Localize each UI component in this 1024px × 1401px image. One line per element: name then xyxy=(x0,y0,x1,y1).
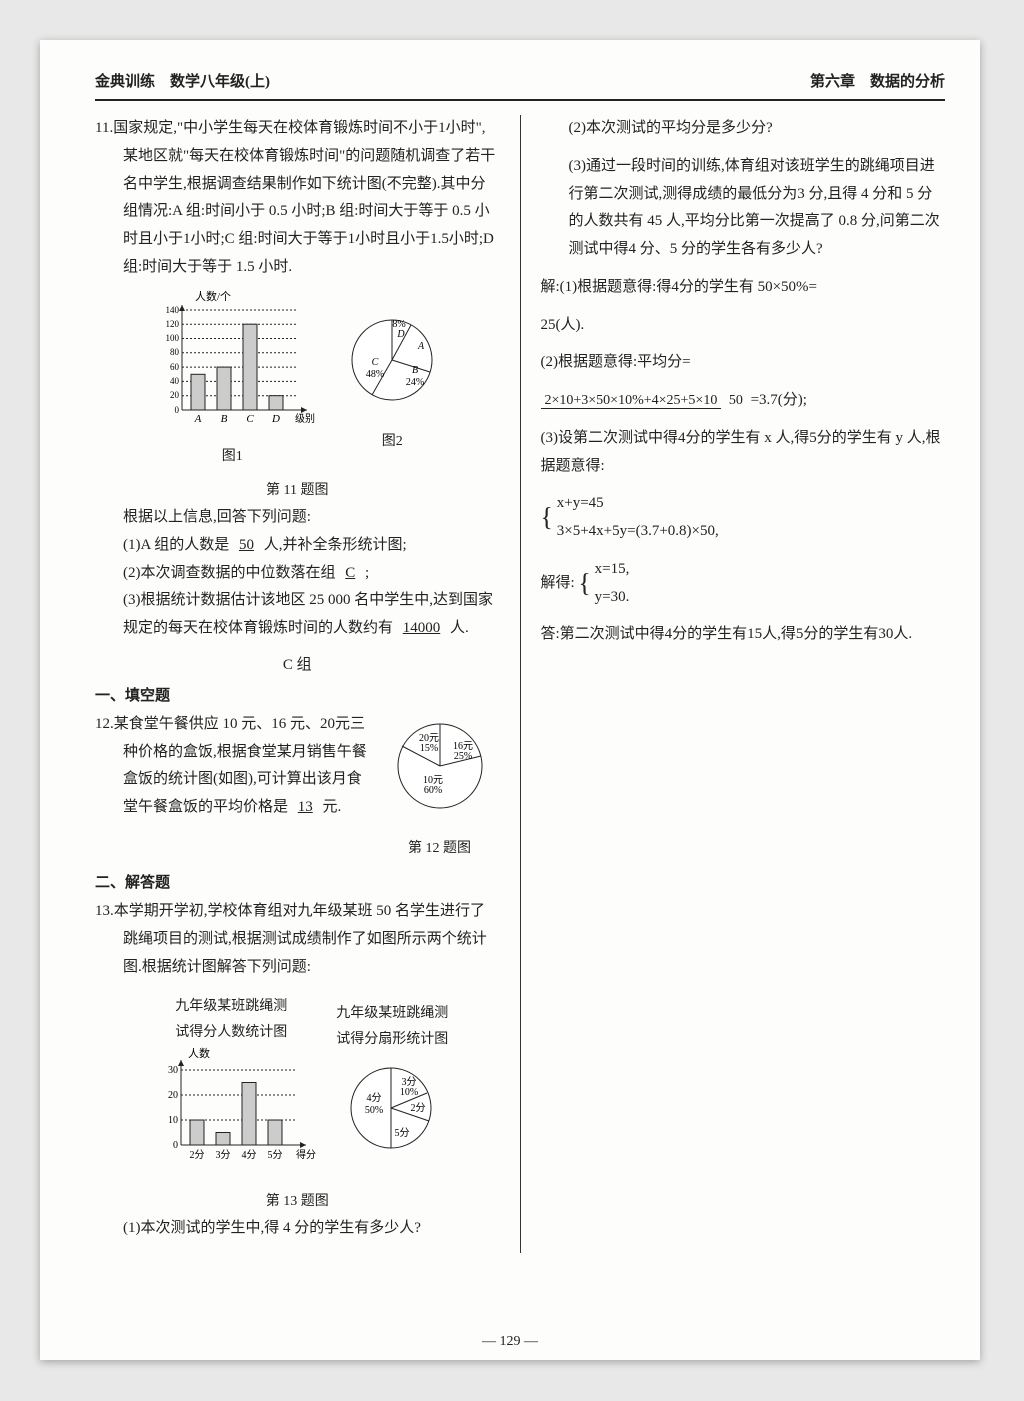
q11-ans2: C xyxy=(339,565,361,581)
q13-sub1: (1)本次测试的学生中,得 4 分的学生有多少人? xyxy=(95,1215,500,1243)
svg-text:2分: 2分 xyxy=(411,1102,426,1114)
q13-pie-chart: 九年级某班跳绳测 试得分扇形统计图 4分50% 3分10% 2分 xyxy=(336,997,448,1174)
svg-text:人数: 人数 xyxy=(188,1047,210,1060)
pie-chart-svg: 8% D A B 24% C 48% xyxy=(337,305,447,415)
svg-text:D: D xyxy=(271,413,280,425)
question-13: 13.本学期开学初,学校体育组对九年级某班 50 名学生进行了跳绳项目的测试,根… xyxy=(95,898,500,1242)
svg-text:0: 0 xyxy=(175,405,180,415)
svg-text:25%: 25% xyxy=(453,751,471,762)
q11-sub1: (1)A 组的人数是 50 人,并补全条形统计图; xyxy=(95,532,500,560)
sol2a: (2)根据题意得:平均分= xyxy=(541,349,946,377)
group-c-heading: C 组 xyxy=(95,653,500,674)
sol1b: 25(人). xyxy=(541,312,946,340)
two-column-layout: 11.国家规定,"中小学生每天在校体育锻炼时间不小于1小时",某地区就"每天在校… xyxy=(95,115,945,1253)
svg-text:C: C xyxy=(247,413,255,425)
svg-text:人数/个: 人数/个 xyxy=(195,290,231,303)
question-12: 12.某食堂午餐供应 10 元、16 元、20元三种价格的盒饭,根据食堂某月销售… xyxy=(95,711,500,862)
svg-text:A: A xyxy=(194,413,202,425)
q11-pie-caption: 图2 xyxy=(337,429,447,455)
fraction: 2×10+3×50×10%+4×25+5×10 50 xyxy=(541,388,747,414)
header-right: 第六章 数据的分析 xyxy=(810,70,945,91)
svg-text:20: 20 xyxy=(168,1090,178,1101)
r-p3: (3)通过一段时间的训练,体育组对该班学生的跳绳项目进行第二次测试,测得成绩的最… xyxy=(541,153,946,264)
svg-text:C: C xyxy=(372,357,379,368)
svg-text:2分: 2分 xyxy=(190,1149,205,1161)
svg-text:48%: 48% xyxy=(366,369,384,380)
system1: { x+y=45 3×5+4x+5y=(3.7+0.8)×50, xyxy=(541,490,946,546)
q11-number: 11. xyxy=(95,120,113,136)
q12-number: 12. xyxy=(95,716,114,732)
question-11: 11.国家规定,"中小学生每天在校体育锻炼时间不小于1小时",某地区就"每天在校… xyxy=(95,115,500,643)
header-rule xyxy=(95,99,945,101)
q11-sub2: (2)本次调查数据的中位数落在组 C ; xyxy=(95,560,500,588)
svg-text:30: 30 xyxy=(168,1065,178,1076)
brace-icon-2: { xyxy=(578,568,590,597)
svg-text:4分: 4分 xyxy=(242,1149,257,1161)
svg-text:60%: 60% xyxy=(423,785,441,796)
section-fill: 一、填空题 xyxy=(95,684,500,705)
bar-chart-svg: 人数/个 0 20 40 xyxy=(147,290,317,430)
svg-text:40: 40 xyxy=(170,376,180,386)
r-p2: (2)本次测试的平均分是多少分? xyxy=(541,115,946,143)
q11-prompt: 根据以上信息,回答下列问题: xyxy=(95,504,500,532)
solve: 解得: { x=15, y=30. xyxy=(541,556,946,612)
svg-text:5分: 5分 xyxy=(395,1127,410,1139)
svg-text:24%: 24% xyxy=(406,377,424,388)
q12-pie-chart: 20元15% 16元25% 10元60% 第 12 题图 xyxy=(380,711,500,862)
q13-caption: 第 13 题图 xyxy=(95,1189,500,1215)
svg-text:A: A xyxy=(417,341,425,352)
q11-pie-chart: 8% D A B 24% C 48% 图2 xyxy=(337,305,447,456)
brace-icon: { xyxy=(541,503,553,532)
svg-text:B: B xyxy=(221,413,228,425)
final-answer: 答:第二次测试中得4分的学生有15人,得5分的学生有30人. xyxy=(541,621,946,649)
right-column: (2)本次测试的平均分是多少分? (3)通过一段时间的训练,体育组对该班学生的跳… xyxy=(541,115,946,1253)
page: 金典训练 数学八年级(上) 第六章 数据的分析 11.国家规定,"中小学生每天在… xyxy=(40,40,980,1360)
q11-bar-caption: 图1 xyxy=(147,444,317,470)
header-left: 金典训练 数学八年级(上) xyxy=(95,70,270,91)
svg-text:50%: 50% xyxy=(365,1105,383,1116)
svg-text:140: 140 xyxy=(166,305,180,315)
q13-text: 本学期开学初,学校体育组对九年级某班 50 名学生进行了跳绳项目的测试,根据测试… xyxy=(114,903,487,975)
q12-caption: 第 12 题图 xyxy=(380,836,500,862)
sol2-frac: 2×10+3×50×10%+4×25+5×10 50 =3.7(分); xyxy=(541,387,946,415)
svg-text:60: 60 xyxy=(170,362,180,372)
svg-text:10%: 10% xyxy=(400,1087,418,1098)
svg-text:0: 0 xyxy=(173,1140,178,1151)
svg-text:B: B xyxy=(412,365,418,376)
svg-text:3分: 3分 xyxy=(216,1149,231,1161)
q13-charts: 九年级某班跳绳测 试得分人数统计图 人数 0 10 xyxy=(95,990,500,1182)
q12-ans: 13 xyxy=(292,799,319,815)
svg-text:得分: 得分 xyxy=(296,1149,316,1161)
q11-text: 国家规定,"中小学生每天在校体育锻炼时间不小于1小时",某地区就"每天在校体育锻… xyxy=(113,120,495,275)
svg-text:80: 80 xyxy=(170,347,180,357)
svg-text:4分: 4分 xyxy=(367,1092,382,1104)
svg-text:级别: 级别 xyxy=(295,413,315,425)
q11-charts: 人数/个 0 20 40 xyxy=(95,290,500,471)
sol3a: (3)设第二次测试中得4分的学生有 x 人,得5分的学生有 y 人,根据题意得: xyxy=(541,425,946,481)
q11-fig-caption: 第 11 题图 xyxy=(95,478,500,504)
svg-text:5分: 5分 xyxy=(268,1149,283,1161)
sol1: 解:(1)根据题意得:得4分的学生有 50×50%= xyxy=(541,274,946,302)
q13-number: 13. xyxy=(95,903,114,919)
svg-text:120: 120 xyxy=(166,319,180,329)
q11-bar-chart: 人数/个 0 20 40 xyxy=(147,290,317,471)
svg-text:10: 10 xyxy=(168,1115,178,1126)
q11-ans3: 14000 xyxy=(397,620,447,636)
left-column: 11.国家规定,"中小学生每天在校体育锻炼时间不小于1小时",某地区就"每天在校… xyxy=(95,115,500,1253)
svg-text:100: 100 xyxy=(166,333,180,343)
svg-text:20: 20 xyxy=(170,390,180,400)
column-divider xyxy=(520,115,521,1253)
section-solve: 二、解答题 xyxy=(95,871,500,892)
q11-sub3: (3)根据统计数据估计该地区 25 000 名中学生中,达到国家规定的每天在校体… xyxy=(95,587,500,643)
svg-text:D: D xyxy=(397,329,406,340)
page-number: — 129 — xyxy=(40,1334,980,1350)
q11-ans1: 50 xyxy=(233,537,260,553)
page-header: 金典训练 数学八年级(上) 第六章 数据的分析 xyxy=(95,70,945,91)
svg-text:15%: 15% xyxy=(419,743,437,754)
q13-bar-chart: 九年级某班跳绳测 试得分人数统计图 人数 0 10 xyxy=(146,990,316,1182)
